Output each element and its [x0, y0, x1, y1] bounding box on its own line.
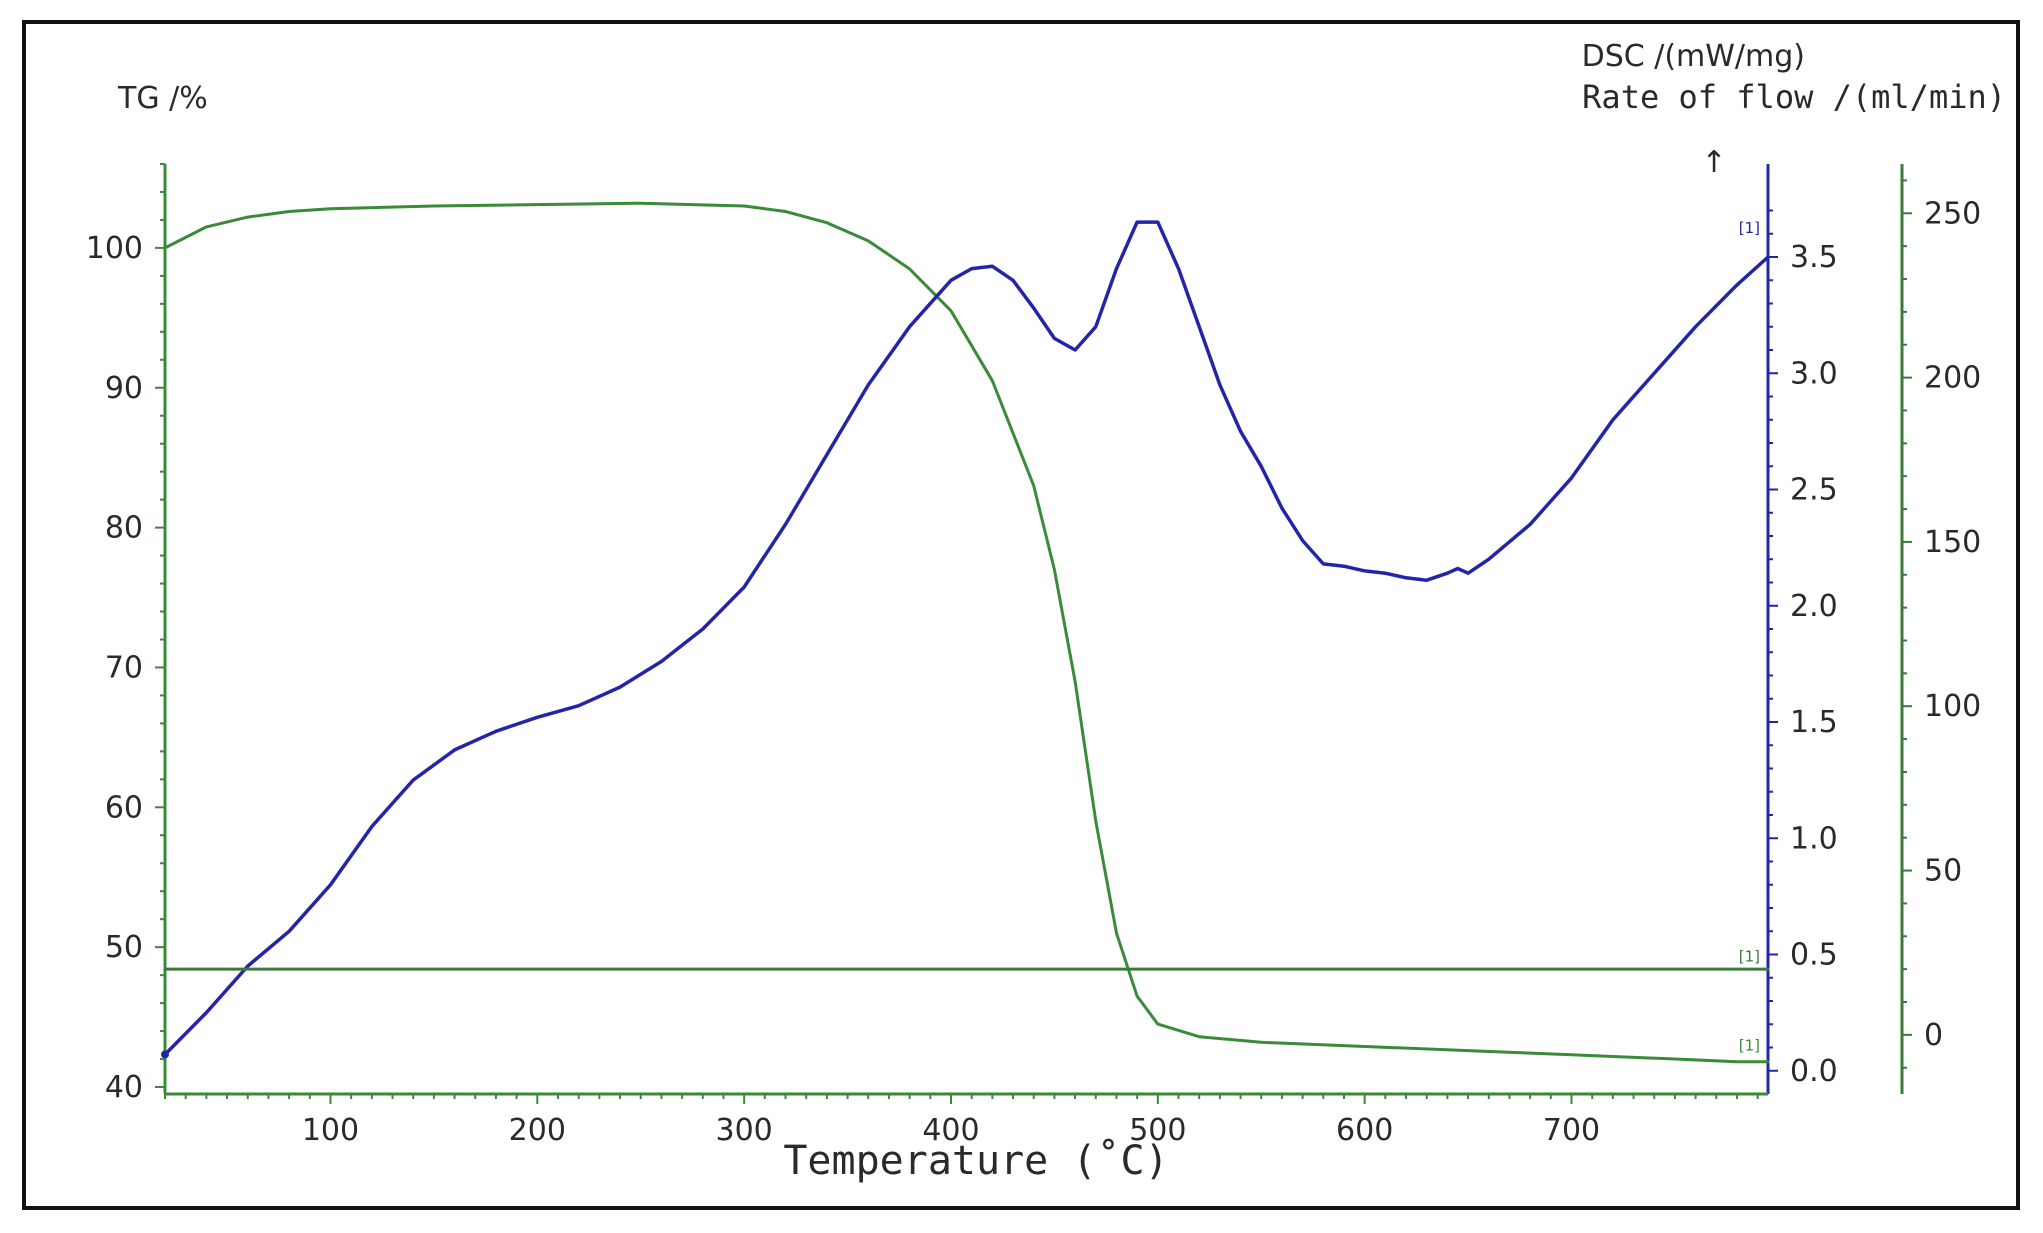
x-axis: 100 200 300 400 500 600 700: [164, 1092, 1768, 1148]
flow-tick-label: 250: [1924, 196, 1981, 231]
dsc-tick-label: 0.5: [1790, 938, 1838, 973]
x-tick-label: 700: [1543, 1113, 1600, 1148]
dsc-tick-label: 2.5: [1790, 473, 1838, 508]
dsc-axis-title: DSC /(mW/mg): [1582, 39, 1805, 74]
dsc-series-line: [163, 220, 1770, 1057]
series-marker-label: [1]: [1739, 1036, 1760, 1054]
x-tick-label: 200: [509, 1113, 566, 1148]
flow-axis: 0 50 100 150 200 250: [1900, 164, 1981, 1094]
series-marker-bg: [1737, 1034, 1762, 1055]
dsc-tick-label: 3.5: [1790, 240, 1838, 275]
dsc-tick-label: 0.0: [1790, 1054, 1838, 1089]
dsc-tick-label: 1.0: [1790, 821, 1838, 856]
flow-axis-title: Rate of flow /(ml/min): [1582, 78, 2006, 116]
tg-tick-label: 90: [105, 371, 143, 406]
series-marker-bg: [1737, 217, 1762, 238]
x-tick-label: 100: [302, 1113, 359, 1148]
flow-tick-label: 150: [1924, 525, 1981, 560]
tg-axis: 40 50 60 70 80 90 100: [86, 163, 167, 1105]
series-markers: [1] [1] [1]: [1737, 217, 1762, 1055]
dsc-tick-label: 1.5: [1790, 705, 1838, 740]
tg-tick-label: 100: [86, 231, 143, 266]
dsc-tick-label: 3.0: [1790, 356, 1838, 391]
tg-series-line: [163, 201, 1770, 1064]
dsc-tick-label: 2.0: [1790, 589, 1838, 624]
tg-tick-label: 40: [105, 1070, 143, 1105]
x-tick-label: 400: [922, 1113, 979, 1148]
series-marker-label: [1]: [1739, 219, 1760, 237]
tg-tick-label: 80: [105, 511, 143, 546]
series-marker-bg: [1737, 945, 1762, 966]
dsc-axis: 0.0 0.5 1.0 1.5 2.0 2.5 3.0 3.5: [1766, 164, 1838, 1094]
x-axis-title: Temperature (˚C): [783, 1138, 1168, 1184]
flow-tick-label: 50: [1924, 854, 1962, 889]
dsc-start-point: [161, 1050, 169, 1059]
x-tick-label: 300: [716, 1113, 773, 1148]
x-tick-label: 500: [1129, 1113, 1186, 1148]
series-lines: [161, 201, 1770, 1064]
tg-axis-title: TG /%: [117, 81, 208, 116]
tg-dsc-chart: 40 50 60 70 80 90 100 0.0 0.5 1.0 1.5 2.0 2.5 3.0 3.5…: [86, 39, 2006, 1184]
x-tick-label: 600: [1336, 1113, 1393, 1148]
tg-tick-label: 70: [105, 650, 143, 685]
tg-tick-label: 60: [105, 790, 143, 825]
tg-tick-label: 50: [105, 930, 143, 965]
chart-frame: 40 50 60 70 80 90 100 0.0 0.5 1.0 1.5 2.0 2.5 3.0 3.5…: [22, 20, 2020, 1210]
flow-tick-label: 0: [1924, 1018, 1943, 1053]
flow-tick-label: 100: [1924, 689, 1981, 724]
series-marker-label: [1]: [1739, 948, 1760, 966]
flow-tick-label: 200: [1924, 361, 1981, 396]
exo-arrow: ↑: [1701, 145, 1726, 180]
